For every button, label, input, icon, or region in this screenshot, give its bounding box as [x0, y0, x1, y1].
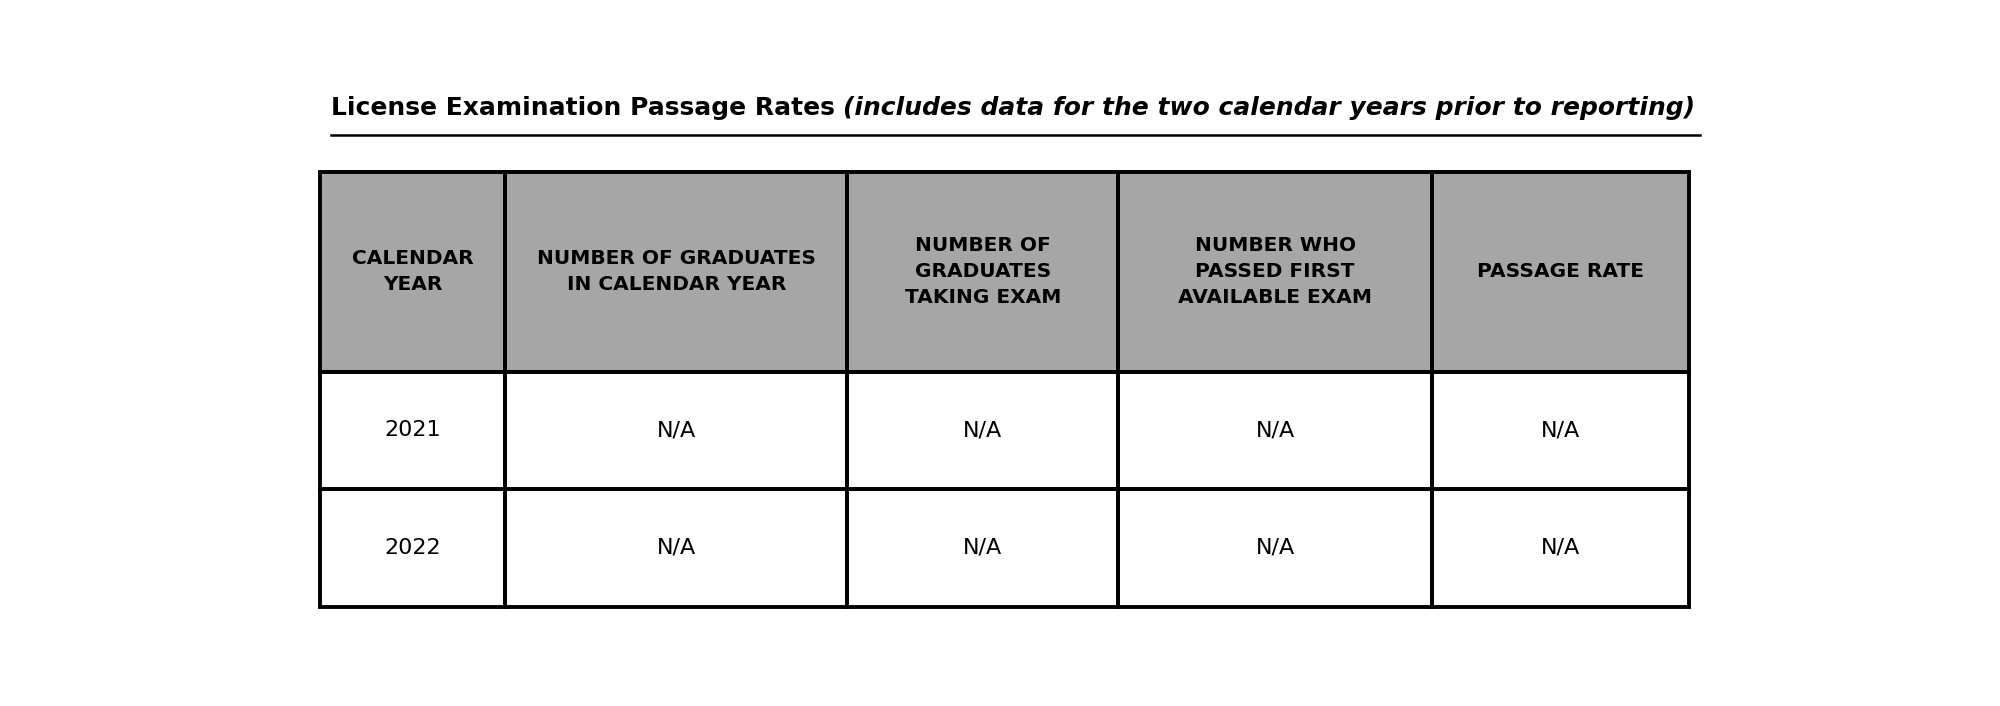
Bar [848, 372, 1118, 489]
Bar [848, 372, 1118, 489]
Text: N/A: N/A [656, 421, 696, 441]
Text: N/A: N/A [656, 538, 696, 558]
Text: N/A: N/A [1256, 538, 1294, 558]
Bar [506, 372, 848, 489]
Bar [848, 172, 1118, 372]
Bar [1118, 372, 1432, 489]
Bar [506, 372, 848, 489]
Text: CALENDAR
YEAR: CALENDAR YEAR [352, 249, 474, 294]
Bar [1432, 489, 1688, 606]
Bar [506, 172, 848, 372]
Text: 2021: 2021 [384, 421, 440, 441]
Text: N/A: N/A [1256, 421, 1294, 441]
Text: 2022: 2022 [384, 538, 440, 558]
Bar [1432, 172, 1688, 372]
Bar [320, 489, 506, 606]
Text: NUMBER OF
GRADUATES
TAKING EXAM: NUMBER OF GRADUATES TAKING EXAM [904, 237, 1062, 307]
Bar [506, 172, 848, 372]
Text: License Examination Passage Rates: License Examination Passage Rates [330, 95, 844, 119]
Bar [1432, 172, 1688, 372]
Bar [1432, 372, 1688, 489]
Bar [506, 489, 848, 606]
Bar [320, 372, 506, 489]
Text: N/A: N/A [1540, 421, 1580, 441]
Bar [320, 172, 506, 372]
Text: N/A: N/A [964, 421, 1002, 441]
Text: N/A: N/A [1540, 538, 1580, 558]
Text: (includes data for the two calendar years prior to reporting): (includes data for the two calendar year… [844, 95, 1696, 119]
Bar [320, 489, 506, 606]
Bar [1432, 489, 1688, 606]
Bar [1118, 489, 1432, 606]
Bar [1118, 372, 1432, 489]
Bar [1432, 372, 1688, 489]
Bar [848, 489, 1118, 606]
Bar [506, 489, 848, 606]
Bar [848, 172, 1118, 372]
Text: NUMBER OF GRADUATES
IN CALENDAR YEAR: NUMBER OF GRADUATES IN CALENDAR YEAR [536, 249, 816, 294]
Bar [320, 172, 506, 372]
Bar [320, 372, 506, 489]
Bar [848, 489, 1118, 606]
Text: N/A: N/A [964, 538, 1002, 558]
Bar [1118, 172, 1432, 372]
Bar [1118, 489, 1432, 606]
Text: PASSAGE RATE: PASSAGE RATE [1476, 262, 1644, 281]
Bar [1118, 172, 1432, 372]
Text: NUMBER WHO
PASSED FIRST
AVAILABLE EXAM: NUMBER WHO PASSED FIRST AVAILABLE EXAM [1178, 237, 1372, 307]
